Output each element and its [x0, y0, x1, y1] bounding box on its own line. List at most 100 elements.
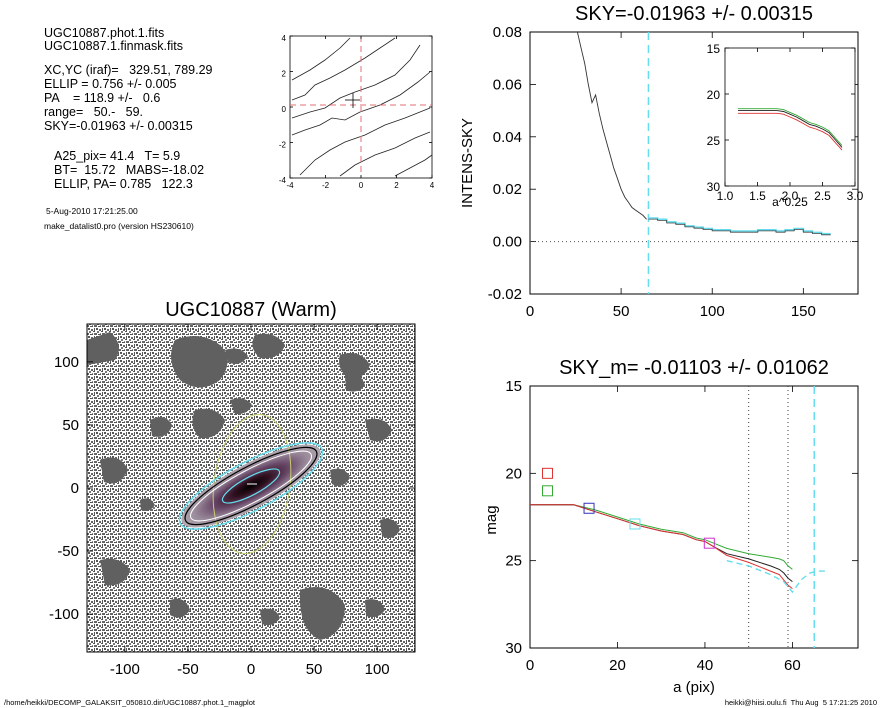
- inset-red: [738, 112, 843, 151]
- img-xtick-label-1: -50: [177, 661, 199, 678]
- mag-marker-4: [703, 537, 715, 549]
- img-xtick-label-0: -100: [110, 661, 140, 678]
- mini-ytick-label-2: 0: [282, 105, 287, 114]
- info-date: 5-Aug-2010 17:21:25.00: [46, 206, 138, 216]
- info-line-center: XC,YC (iraf)= 329.51, 789.29: [44, 63, 213, 77]
- masked-regions: [87, 332, 400, 640]
- cyan-ellipse-outer: [178, 442, 324, 530]
- p1-xtick-label-2: 100: [700, 303, 725, 320]
- inset-xtick-label-0: 1.0: [717, 189, 734, 203]
- p4-ytick-label-2: 25: [505, 553, 522, 570]
- p1-xtick-label-3: 150: [791, 303, 816, 320]
- img-xtick-label-2: 0: [247, 661, 255, 678]
- footer-path: /home/heikki/DECOMP_GALAKSIT_050810.dir/…: [4, 698, 255, 707]
- img-ytick-label-3: 50: [62, 417, 79, 434]
- contour-line-1: [291, 37, 351, 81]
- contour-line-5: [299, 107, 431, 176]
- img-xtick-label-3: 50: [306, 661, 323, 678]
- inset-black: [738, 110, 843, 148]
- img-xtick-label-4: 100: [365, 661, 390, 678]
- p4-xtick-label-0: 0: [526, 657, 534, 674]
- inset-xtick-label-3: 2.5: [814, 189, 831, 203]
- p4-ytick-label-3: 30: [505, 640, 522, 657]
- mini-xtick-label-2: 0: [359, 181, 364, 190]
- mag-marker-3: [629, 518, 641, 530]
- mini-ytick-label-4: 4: [282, 34, 287, 43]
- info-line-mask: UGC10887.1.finmask.fits: [44, 39, 183, 53]
- contour-line-2: [291, 37, 396, 101]
- intensity-title: SKY=-0.01963 +/- 0.00315: [575, 3, 813, 25]
- img-ytick-label-0: -100: [49, 606, 79, 623]
- mag-series-1: [530, 504, 793, 582]
- img-ytick-label-4: 100: [54, 354, 79, 371]
- intensity-step-dark: [648, 218, 831, 236]
- inset-xlabel: a^0.25: [772, 195, 808, 209]
- galaxy-image: [87, 324, 415, 652]
- p1-ytick-label-0: -0.02: [488, 286, 522, 303]
- inset-series: [738, 108, 843, 151]
- p4-xtick-label-3: 60: [784, 657, 801, 674]
- p1-ytick-label-2: 0.02: [493, 181, 522, 198]
- inset-xtick-label-4: 3.0: [847, 189, 864, 203]
- contour-mini-ticks: -4 -2 0 2 4 -4 -2 0 2 4: [279, 34, 435, 190]
- magnitude-ticks: 0 20 40 60 15 20 25 30: [505, 378, 858, 674]
- info-param-a25: A25_pix= 41.4 T= 5.9: [54, 149, 181, 163]
- info-line-ellip: ELLIP = 0.756 +/- 0.005: [44, 77, 177, 91]
- inset-ytick-label-1: 20: [707, 88, 721, 102]
- p4-ytick-label-1: 20: [505, 465, 522, 482]
- galaxy-panel: UGC10887 (Warm): [49, 299, 416, 678]
- info-line-sky: SKY=-0.01963 +/- 0.00315: [44, 119, 193, 133]
- intensity-curve-inner: [576, 32, 647, 220]
- magnitude-ylabel: mag: [483, 505, 500, 534]
- inset-green: [738, 108, 843, 146]
- inset-ytick-label-0: 15: [707, 42, 721, 56]
- img-ytick-label-1: -50: [57, 543, 79, 560]
- p1-ytick-label-5: 0.08: [493, 24, 522, 41]
- p4-xtick-label-1: 20: [609, 657, 626, 674]
- info-line-file: UGC10887.phot.1.fits: [44, 26, 165, 40]
- yellow-ellipse: [212, 413, 292, 555]
- info-program: make_datalist0.pro (version HS230610): [44, 221, 194, 231]
- inset-ticks: 1.0 1.5 2.0 2.5 3.0 15 20 25 30: [707, 42, 864, 203]
- mag-sky-dash: [726, 560, 828, 594]
- mag-series-0: [530, 504, 793, 570]
- mini-xtick-label-0: -4: [286, 181, 294, 190]
- mini-xtick-label-4: 4: [430, 181, 435, 190]
- contour-lines: [291, 37, 433, 177]
- mini-ytick-label-1: -2: [279, 141, 287, 150]
- footer-user: heikki@hiisi.oulu.fi Thu Aug 5 17:21:25 …: [724, 698, 877, 707]
- mini-ytick-label-0: -4: [279, 176, 287, 185]
- mini-ytick-label-3: 2: [282, 70, 287, 79]
- intensity-series: [530, 32, 858, 294]
- contour-line-7: [394, 154, 433, 177]
- inset-ytick-label-2: 25: [707, 134, 721, 148]
- intensity-frame: [529, 31, 859, 295]
- mag-marker-2: [583, 502, 595, 514]
- inset-xtick-label-2: 2.0: [782, 189, 799, 203]
- contour-line-6: [339, 131, 431, 177]
- p1-ytick-label-1: 0.00: [493, 234, 522, 251]
- magnitude-series: [530, 386, 828, 648]
- intensity-ticks: 0 50 100 150 -0.02 0.00 0.02 0.04 0.06 0.08: [488, 24, 858, 320]
- black-ellipse: [184, 446, 318, 526]
- contour-line-4: [291, 71, 431, 136]
- intensity-panel: SKY=-0.01963 +/- 0.00315 INTENS-SKY 0 50 1…: [459, 3, 864, 320]
- mini-xtick-label-1: -2: [322, 181, 330, 190]
- mag-marker-1: [541, 485, 553, 497]
- p4-xtick-label-2: 40: [697, 657, 714, 674]
- galaxy-ticks: -100 -50 0 50 100 -100 -50 0 50 100: [49, 324, 415, 678]
- mag-series-2: [530, 504, 793, 589]
- contour-mini-panel: -4 -2 0 2 4 -4 -2 0 2 4: [279, 34, 435, 190]
- p1-xtick-label-0: 0: [526, 303, 534, 320]
- magnitude-frame: [529, 385, 859, 649]
- contour-line-3: [291, 44, 421, 119]
- white-ellipse: [189, 450, 313, 522]
- info-line-range: range= 50.- 59.: [44, 105, 144, 119]
- p4-ytick-label-0: 15: [505, 378, 522, 395]
- p1-ytick-label-3: 0.04: [493, 129, 522, 146]
- mag-marker-0: [541, 467, 553, 479]
- info-line-pa: PA = 118.9 +/- 0.6: [44, 91, 161, 105]
- img-ytick-label-2: 0: [71, 480, 79, 497]
- galaxy-title: UGC10887 (Warm): [165, 299, 337, 321]
